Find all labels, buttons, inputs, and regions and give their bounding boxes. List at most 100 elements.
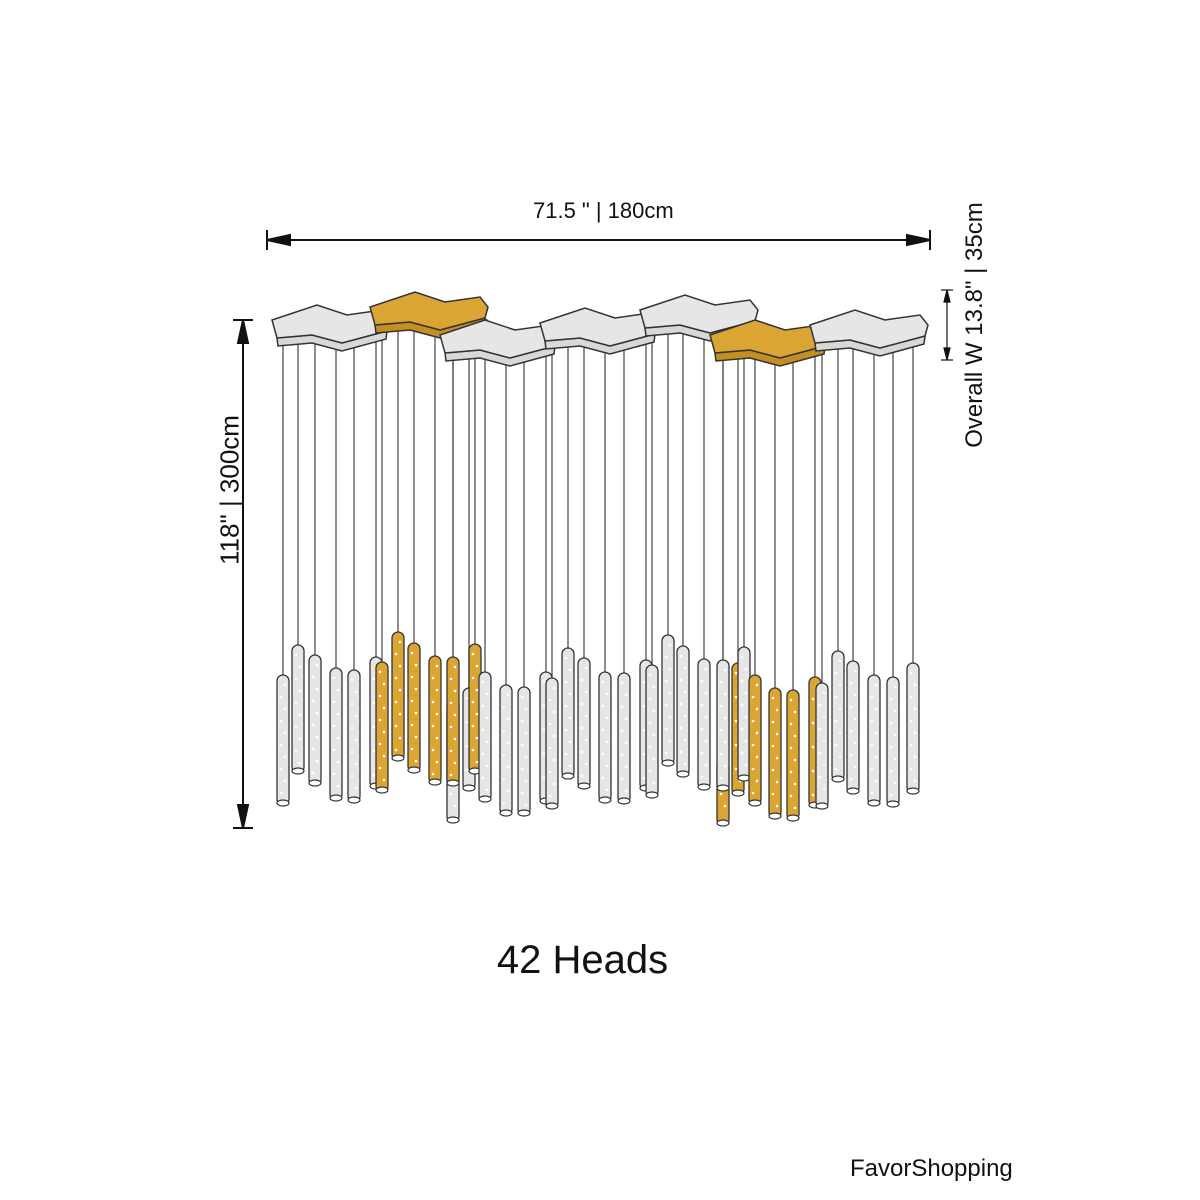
tube-dot [723, 740, 727, 744]
tube-dot [620, 777, 624, 781]
tube-dot [723, 764, 727, 768]
tube-dot [378, 766, 382, 770]
tube-dot [283, 755, 287, 759]
tube-dot [874, 707, 878, 711]
tube-dot [601, 728, 605, 732]
tube-dot [520, 695, 524, 699]
tube-dot [719, 752, 723, 756]
tube-dot [506, 717, 510, 721]
tube-end [737, 774, 751, 782]
tube-dot [524, 755, 528, 759]
tube-dot [524, 707, 528, 711]
tube-end [561, 772, 575, 780]
silver-canopy [639, 294, 759, 334]
tube-dot [664, 727, 668, 731]
tube-dot [811, 745, 815, 749]
tube-end [291, 767, 305, 775]
tube-dot [744, 739, 748, 743]
tube-end [748, 799, 762, 807]
tube-dot [723, 804, 727, 808]
tube-dot [893, 757, 897, 761]
tube-dot [870, 695, 874, 699]
tube-dot [664, 679, 668, 683]
tube-dot [414, 735, 418, 739]
tube-dot [793, 710, 797, 714]
tube-end [598, 796, 612, 804]
tube-dot [870, 719, 874, 723]
tube-dot [410, 747, 414, 751]
tube-dot [704, 763, 708, 767]
tube-end [716, 784, 730, 792]
tube-dot [652, 685, 656, 689]
tube-dot [336, 712, 340, 716]
tube-dot [394, 748, 398, 752]
tube-dot [642, 704, 646, 708]
tube-dot [704, 691, 708, 695]
tube-dot [870, 743, 874, 747]
tube-dot [818, 775, 822, 779]
tube-dot [723, 668, 727, 672]
tube-dot [853, 693, 857, 697]
tube-dot [542, 704, 546, 708]
silver-tube [831, 650, 845, 782]
tube-dot [542, 680, 546, 684]
tube-end [347, 796, 361, 804]
tube-dot [605, 716, 609, 720]
tube-dot [909, 719, 913, 723]
tube-dot [431, 676, 435, 680]
tube-dot [336, 760, 340, 764]
tube-end [731, 789, 745, 797]
tube-dot [679, 750, 683, 754]
tube-dot [398, 640, 402, 644]
tube-dot [465, 744, 469, 748]
tube-dot [584, 666, 588, 670]
tube-dot [601, 680, 605, 684]
tube-dot [449, 749, 453, 753]
tube-dot [822, 739, 826, 743]
tube-dot [449, 677, 453, 681]
silver-tube [676, 645, 690, 777]
tube-dot [909, 743, 913, 747]
tube-dot [624, 717, 628, 721]
tube-dot [605, 764, 609, 768]
tube-dot [435, 712, 439, 716]
silver-tube [645, 664, 659, 798]
tube-dot [449, 792, 453, 796]
tube-dot [838, 683, 842, 687]
silver-tube [545, 677, 559, 809]
tube-dot [580, 678, 584, 682]
tube-dot [372, 749, 376, 753]
tube-dot [811, 769, 815, 773]
tube-end [645, 791, 659, 799]
tube-dot [683, 666, 687, 670]
tube-dot [642, 776, 646, 780]
tube-dot [354, 738, 358, 742]
silver-tube [697, 658, 711, 790]
tube-dot [584, 738, 588, 742]
tube-dot [453, 804, 457, 808]
tube-end [329, 794, 343, 802]
tube-dot [771, 720, 775, 724]
tube-dot [453, 665, 457, 669]
tube-dot [751, 791, 755, 795]
tube-dot [336, 784, 340, 788]
tube-dot [668, 691, 672, 695]
tube-dot [283, 779, 287, 783]
tube-dot [453, 761, 457, 765]
tube-dot [332, 748, 336, 752]
tube-dot [849, 729, 853, 733]
tube-end [906, 787, 920, 795]
tube-dot [740, 655, 744, 659]
tube-dot [668, 643, 672, 647]
tube-dot [642, 680, 646, 684]
tube-dot [332, 700, 336, 704]
tube-dot [624, 693, 628, 697]
tube-dot [283, 683, 287, 687]
tube-dot [564, 752, 568, 756]
tube-end [815, 802, 829, 810]
tube-dot [568, 740, 572, 744]
tube-dot [350, 678, 354, 682]
tube-dot [485, 788, 489, 792]
tube-dot [435, 688, 439, 692]
tube-dot [755, 707, 759, 711]
